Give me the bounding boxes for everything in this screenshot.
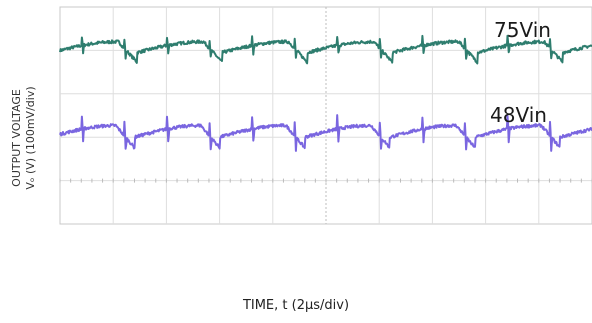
series-label-48vin: 48Vin	[490, 103, 547, 127]
trace-48vin	[59, 114, 592, 152]
y-axis-label-line-2: Vₒ (V) (100mV/div)	[24, 86, 37, 190]
x-axis-label: TIME, t (2μs/div)	[242, 298, 350, 313]
series-label-75vin: 75Vin	[494, 18, 551, 42]
traces	[59, 34, 592, 152]
trace-75vin	[59, 34, 592, 65]
y-axis-label: OUTPUT VOLTAGE Vₒ (V) (100mV/div)	[10, 38, 38, 238]
y-axis-label-line-1: OUTPUT VOLTAGE	[10, 89, 23, 187]
